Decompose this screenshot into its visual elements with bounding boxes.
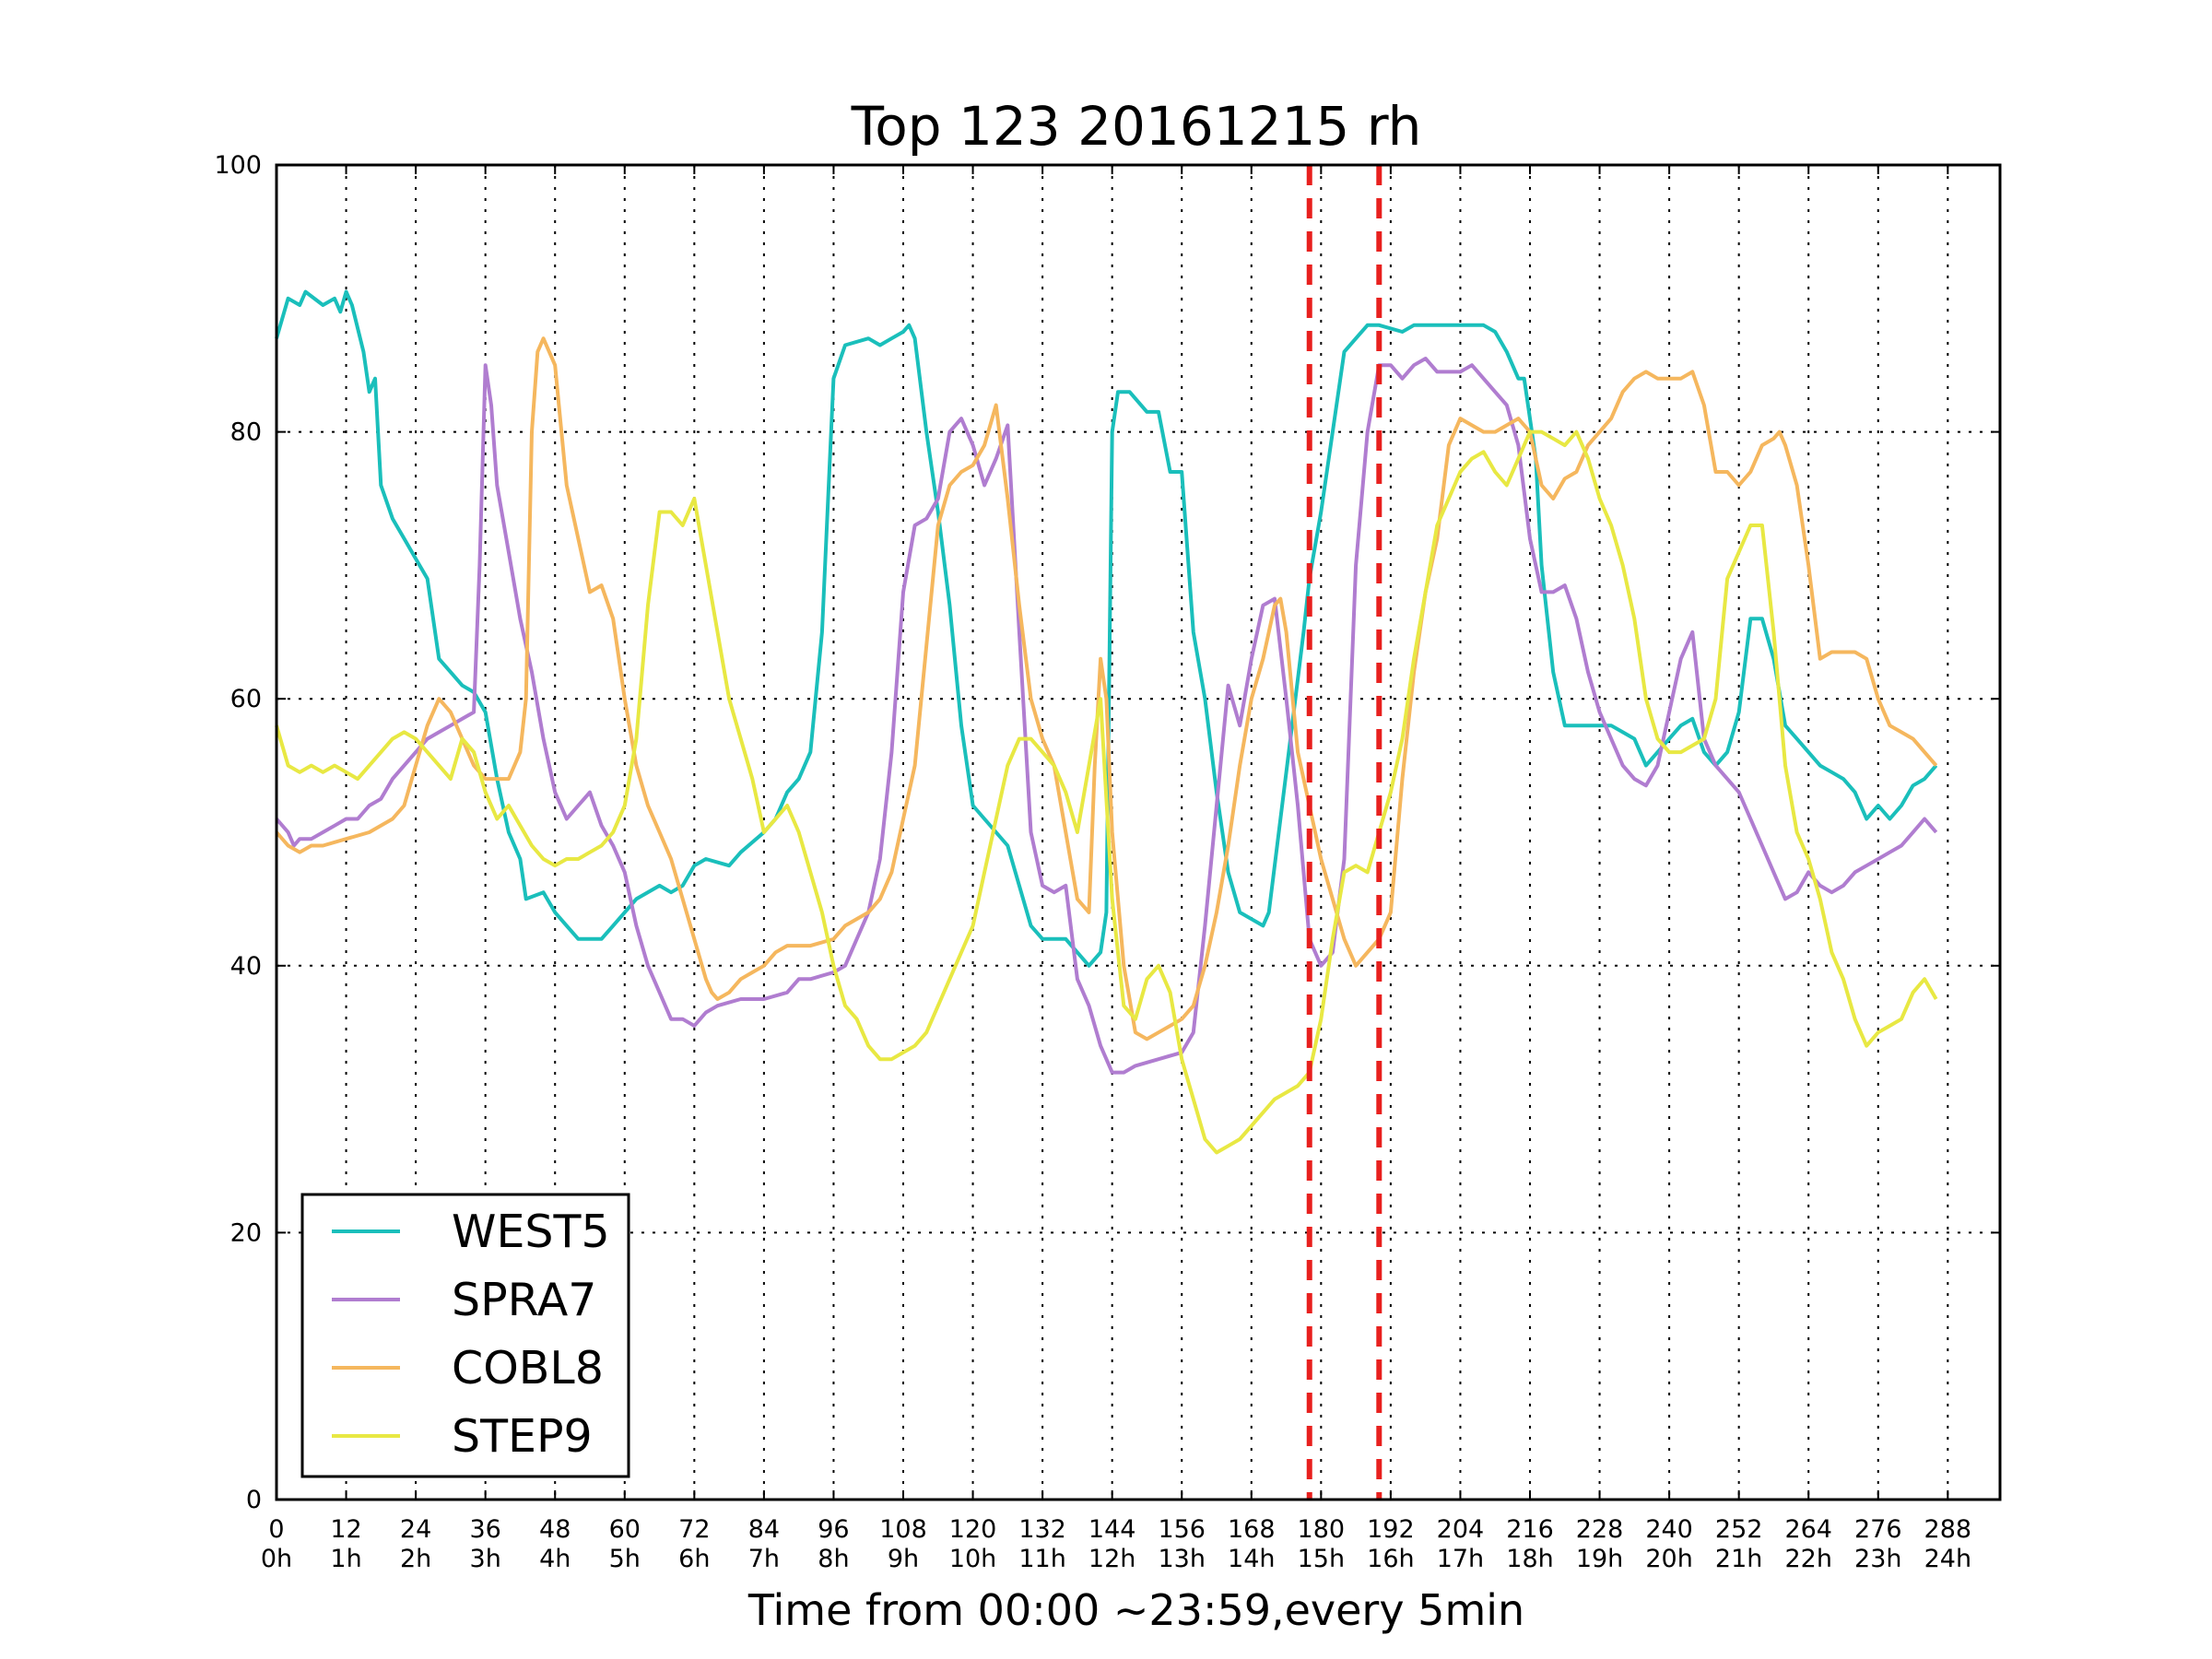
x-tick-label: 120: [949, 1515, 997, 1544]
x-tick-label: 108: [879, 1515, 927, 1544]
series-line-cobl8: [275, 336, 1938, 1041]
y-tick-label: 100: [214, 151, 262, 180]
x-tick-label: 192: [1367, 1515, 1415, 1544]
x-tick-sublabel: 24h: [1924, 1545, 1971, 1573]
x-tick-label: 288: [1924, 1515, 1972, 1544]
x-tick-label: 216: [1506, 1515, 1554, 1544]
x-tick-label: 48: [539, 1515, 571, 1544]
x-tick-sublabel: 15h: [1298, 1545, 1345, 1573]
series-line-step9: [275, 429, 1938, 1155]
x-tick-label: 168: [1228, 1515, 1276, 1544]
x-tick-sublabel: 18h: [1506, 1545, 1553, 1573]
y-tick-label: 40: [230, 952, 262, 981]
x-tick-sublabel: 0h: [261, 1545, 292, 1573]
x-tick-sublabel: 16h: [1367, 1545, 1414, 1573]
series-line-spra7: [275, 357, 1938, 1075]
series-line-west5: [275, 289, 1938, 968]
y-tick-label: 80: [230, 418, 262, 447]
x-tick-label: 204: [1437, 1515, 1485, 1544]
legend-label: WEST5: [452, 1206, 610, 1258]
x-tick-label: 252: [1715, 1515, 1763, 1544]
x-tick-label: 36: [469, 1515, 500, 1544]
x-tick-label: 156: [1158, 1515, 1206, 1544]
x-tick-label: 60: [609, 1515, 641, 1544]
x-tick-label: 0: [268, 1515, 284, 1544]
x-tick-sublabel: 17h: [1437, 1545, 1484, 1573]
x-tick-label: 132: [1018, 1515, 1066, 1544]
x-tick-label: 12: [330, 1515, 361, 1544]
x-tick-label: 240: [1645, 1515, 1693, 1544]
plot-frame: [275, 163, 2002, 1501]
x-tick-sublabel: 13h: [1158, 1545, 1205, 1573]
series-lines: [275, 289, 1938, 1155]
x-tick-label: 84: [748, 1515, 780, 1544]
x-tick-label: 276: [1854, 1515, 1902, 1544]
x-tick-label: 96: [818, 1515, 849, 1544]
y-tick-label: 0: [246, 1486, 262, 1514]
x-tick-sublabel: 9h: [888, 1545, 919, 1573]
x-tick-label: 264: [1784, 1515, 1832, 1544]
x-tick-sublabel: 3h: [470, 1545, 501, 1573]
x-tick-label: 228: [1576, 1515, 1624, 1544]
y-tick-label: 60: [230, 685, 262, 713]
x-tick-label: 24: [400, 1515, 431, 1544]
y-tick-label: 20: [230, 1218, 262, 1247]
axis-ticks: 00h121h242h363h484h605h726h847h968h1089h…: [214, 151, 2000, 1573]
x-tick-sublabel: 21h: [1715, 1545, 1762, 1573]
x-tick-sublabel: 1h: [330, 1545, 361, 1573]
x-tick-sublabel: 14h: [1228, 1545, 1275, 1573]
x-tick-label: 72: [678, 1515, 710, 1544]
legend: WEST5 SPRA7 COBL8 STEP9: [300, 1193, 630, 1478]
legend-label: STEP9: [452, 1410, 593, 1463]
x-tick-sublabel: 4h: [539, 1545, 571, 1573]
x-tick-sublabel: 22h: [1784, 1545, 1831, 1573]
legend-label: COBL8: [452, 1342, 604, 1394]
x-tick-sublabel: 8h: [818, 1545, 849, 1573]
x-tick-sublabel: 23h: [1854, 1545, 1901, 1573]
x-tick-label: 144: [1088, 1515, 1136, 1544]
x-tick-sublabel: 6h: [678, 1545, 710, 1573]
x-tick-sublabel: 12h: [1088, 1545, 1135, 1573]
x-tick-sublabel: 2h: [400, 1545, 431, 1573]
reference-lines: [1306, 165, 1382, 1500]
chart-title: Top 123 20161215 rh: [851, 95, 1422, 158]
x-axis-label: Time from 00:00 ~23:59,every 5min: [747, 1585, 1524, 1635]
x-tick-sublabel: 5h: [609, 1545, 641, 1573]
x-tick-label: 180: [1298, 1515, 1346, 1544]
x-tick-sublabel: 20h: [1645, 1545, 1692, 1573]
legend-box: [300, 1193, 630, 1478]
x-tick-sublabel: 10h: [949, 1545, 996, 1573]
x-tick-sublabel: 7h: [748, 1545, 780, 1573]
x-tick-sublabel: 19h: [1576, 1545, 1623, 1573]
x-tick-sublabel: 11h: [1018, 1545, 1065, 1573]
legend-label: SPRA7: [452, 1274, 596, 1326]
